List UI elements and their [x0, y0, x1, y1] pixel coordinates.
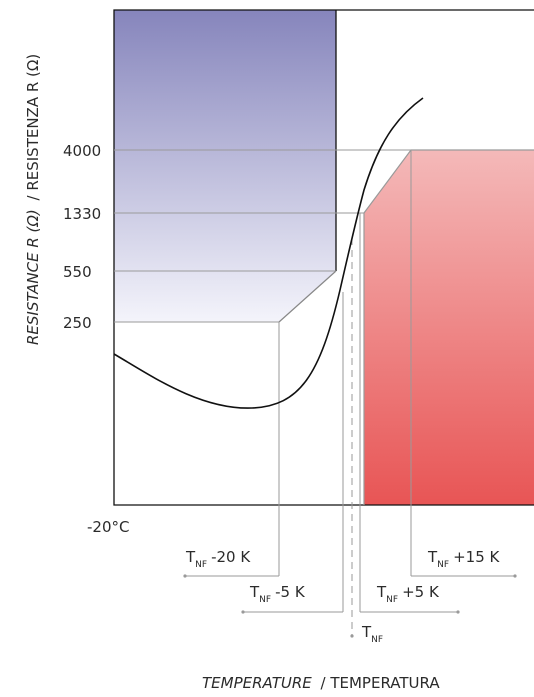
rule-minus20-dot — [183, 574, 187, 578]
x-axis-title-italic: TEMPERATURE — [202, 674, 312, 692]
marker-minus20-sub: NF — [195, 560, 207, 570]
marker-tnf: TNF — [361, 623, 383, 645]
plot-frame — [113, 9, 534, 506]
x-start-label: -20°C — [87, 518, 129, 536]
marker-plus5-base: T — [376, 583, 387, 601]
marker-minus5: TNF -5 K — [249, 583, 306, 605]
marker-minus20-base: T — [185, 548, 196, 566]
marker-plus15-sub: NF — [437, 560, 449, 570]
cold-zone-slope — [278, 270, 337, 323]
marker-minus20-offset: -20 K — [211, 548, 251, 566]
hot-zone — [364, 150, 534, 505]
marker-minus5-base: T — [249, 583, 260, 601]
marker-plus5-offset: +5 K — [402, 583, 440, 601]
tick-4000: 4000 — [63, 142, 101, 160]
tick-250: 250 — [63, 314, 92, 332]
y-axis-title-regular: / RESISTENZA R (Ω) — [24, 54, 42, 201]
x-axis-title: TEMPERATURE / TEMPERATURA — [202, 674, 440, 692]
marker-minus20: TNF -20 K — [185, 548, 251, 570]
tick-550: 550 — [63, 263, 92, 281]
marker-plus5: TNF +5 K — [376, 583, 440, 605]
tick-1330: 1330 — [63, 205, 101, 223]
marker-minus5-sub: NF — [259, 595, 271, 605]
marker-plus15-offset: +15 K — [453, 548, 500, 566]
cold-zone — [114, 10, 336, 322]
hot-zone-outline — [363, 149, 534, 505]
marker-plus15-base: T — [427, 548, 438, 566]
resistance-curve — [113, 97, 424, 409]
y-axis-title: RESISTANCE R (Ω) / RESISTENZA R (Ω) — [24, 54, 42, 345]
x-axis-title-regular: / TEMPERATURA — [321, 674, 441, 692]
marker-plus5-sub: NF — [386, 595, 398, 605]
marker-plus15: TNF +15 K — [427, 548, 501, 570]
marker-minus5-offset: -5 K — [275, 583, 306, 601]
y-axis-title-italic: RESISTANCE R (Ω) — [24, 209, 42, 345]
rule-plus15-dot — [513, 574, 517, 578]
marker-tnf-base: T — [361, 623, 372, 641]
marker-tnf-sub: NF — [371, 635, 383, 645]
rule-tnf-dot — [350, 634, 354, 638]
rule-minus5-dot — [241, 610, 245, 614]
rule-plus5-dot — [456, 610, 460, 614]
